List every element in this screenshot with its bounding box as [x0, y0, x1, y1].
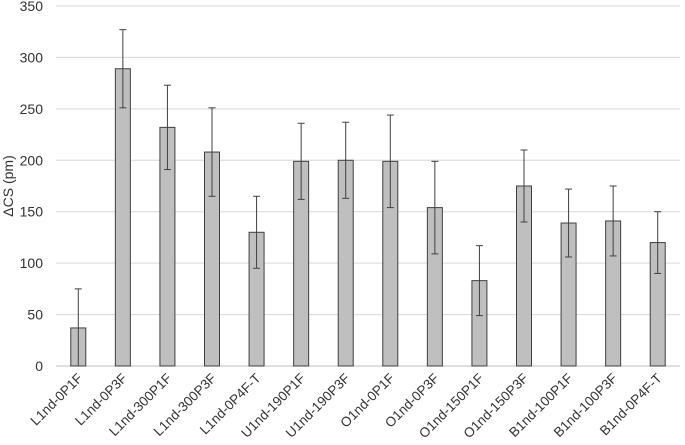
y-tick-label: 50: [27, 307, 43, 323]
y-axis-title: ΔCS (pm): [0, 155, 16, 216]
y-tick-label: 250: [20, 101, 44, 117]
y-tick-label: 200: [20, 152, 44, 168]
y-tick-label: 0: [35, 358, 43, 374]
x-tick-labels: L1nd-0P1FL1nd-0P3FL1nd-300P1FL1nd-300P3F…: [28, 371, 665, 442]
y-tick-label: 150: [20, 204, 44, 220]
bars: [70, 68, 666, 367]
y-tick-label: 100: [20, 255, 44, 271]
y-tick-label: 300: [20, 49, 44, 65]
y-tick-labels: 0 50 100 150 200 250 300 350: [20, 0, 44, 374]
error-bars: [74, 29, 662, 367]
grid-lines: [56, 5, 680, 367]
bar: [114, 68, 131, 367]
y-tick-label: 350: [20, 0, 44, 14]
